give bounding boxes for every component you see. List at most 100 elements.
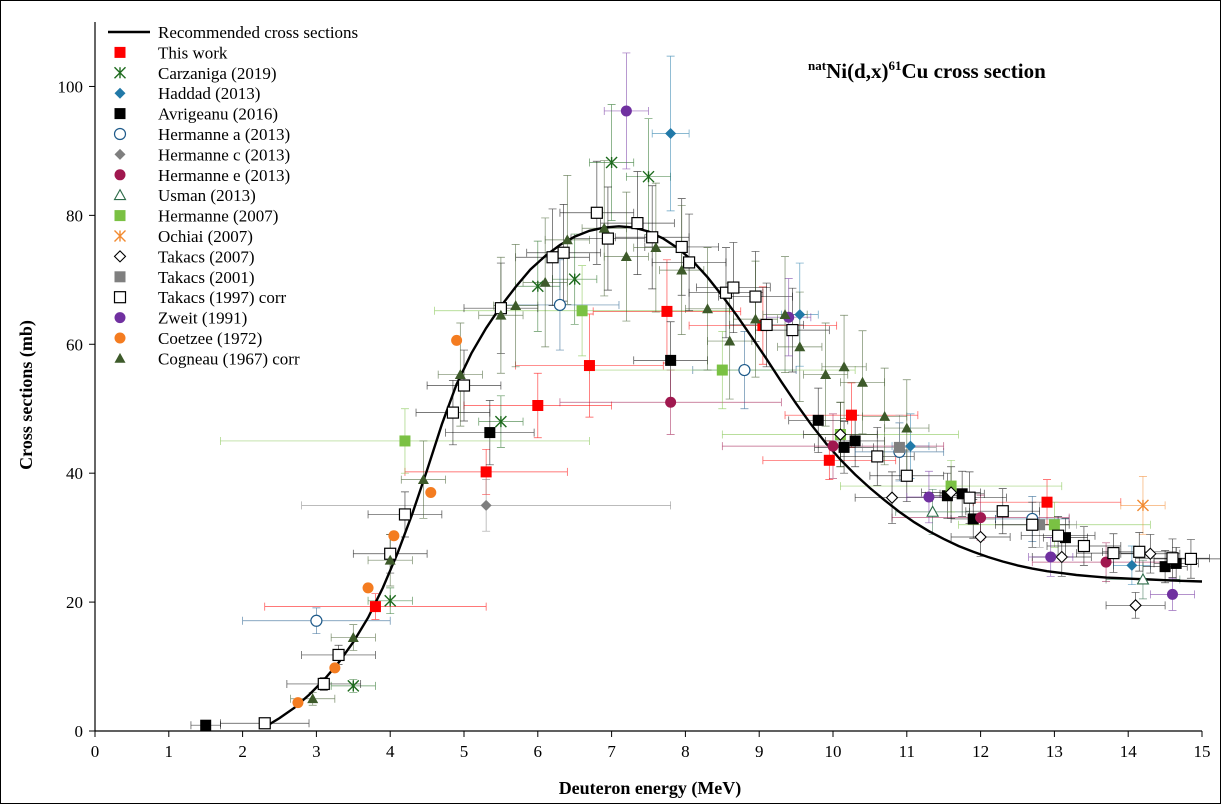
y-tick-label: 60 [66,335,83,354]
point-hermanne-2007 [576,305,588,317]
point-avrigeanu-2016 [849,435,861,447]
point-takacs-1997-corr [590,206,603,219]
title-superscript-2: 61 [888,58,901,73]
point-takacs-1997-corr [727,281,740,294]
legend-label-hermanne-e-2013: Hermanne e (2013) [158,166,290,185]
legend-label-recommended: Recommended cross sections [158,23,358,42]
point-takacs-1997-corr [760,318,773,332]
recommended-curve-layer [264,225,1203,729]
x-tick-label: 6 [534,742,543,761]
legend-label-carzaniga-2019: Carzaniga (2019) [158,64,276,83]
point-takacs-1997-corr [996,505,1009,518]
point-coetzee-1972 [388,530,400,542]
point-hermanne-2007 [1048,519,1060,531]
legend-swatch-haddad-2013 [114,87,126,99]
point-takacs-2007 [1129,599,1142,612]
point-cogneau-1967-corr [454,369,466,379]
legend-label-haddad-2013: Haddad (2013) [158,84,260,103]
point-takacs-1997-corr [1133,545,1146,558]
point-avrigeanu-2016 [838,441,850,453]
point-this-work [1041,496,1053,508]
point-hermanne-e-2013 [665,396,677,408]
legend-label-ochiai-2007: Ochiai (2007) [158,227,253,246]
point-takacs-1997-corr [786,323,799,337]
legend-swatch-usman-2013 [113,188,127,201]
legend-swatch-takacs-1997-corr [113,291,127,304]
legend-swatch-hermanne-a-2013 [113,127,127,141]
point-zweit-1991 [923,491,935,503]
point-hermanne-2007 [716,364,728,376]
point-cogneau-1967-corr [417,474,429,485]
title-superscript-1: nat [808,58,827,73]
point-cogneau-1967-corr [794,341,806,352]
point-haddad-2013 [794,309,806,321]
point-avrigeanu-2016 [665,354,677,366]
point-takacs-2001 [1034,519,1046,531]
point-avrigeanu-2016 [1059,532,1071,544]
point-carzaniga-2019 [384,594,397,607]
x-tick-label: 8 [681,742,690,761]
x-axis-label: Deuteron energy (MeV) [559,778,742,799]
point-this-work [823,454,835,466]
point-haddad-2013 [1126,559,1138,571]
point-avrigeanu-2016 [967,513,979,525]
y-tick-label: 20 [66,593,83,612]
point-coetzee-1972 [425,487,437,499]
legend-label-hermanne-a-2013: Hermanne a (2013) [158,125,290,144]
legend-swatch-avrigeanu-2016 [114,108,126,120]
x-tick-label: 11 [899,742,915,761]
point-takacs-1997-corr [258,717,271,730]
legend-swatch-takacs-2001 [114,271,126,283]
x-tick-label: 9 [755,742,764,761]
point-takacs-2007 [1144,547,1157,561]
point-takacs-1997-corr [675,240,688,254]
point-takacs-1997-corr [1166,552,1179,565]
point-avrigeanu-2016 [200,719,212,731]
point-takacs-1997-corr [682,256,696,269]
point-ochiai-2007 [1136,499,1149,512]
legend-label-avrigeanu-2016: Avrigeanu (2016) [158,105,278,124]
point-cogneau-1967-corr [820,369,832,379]
point-avrigeanu-2016 [812,414,824,426]
point-zweit-1991 [1166,588,1178,600]
point-takacs-2007 [974,530,987,544]
x-tick-label: 3 [312,742,321,761]
legend-label-this-work: This work [158,43,228,62]
point-cogneau-1967-corr [779,309,791,320]
point-cogneau-1967-corr [598,222,610,233]
legend-label-usman-2013: Usman (2013) [158,186,256,205]
legend-label-takacs-1997-corr: Takacs (1997) corr [158,288,286,307]
point-takacs-1997-corr [1026,518,1039,531]
y-tick-label: 40 [66,464,83,483]
data-markers [200,105,1198,731]
point-haddad-2013 [904,440,916,452]
y-tick-label: 80 [66,206,83,225]
legend-swatch-this-work [114,46,126,58]
point-takacs-1997-corr [749,290,762,303]
point-takacs-1997-corr [557,246,570,259]
y-tick-label: 0 [75,722,84,741]
legend-swatch-zweit-1991 [114,312,126,324]
point-zweit-1991 [620,105,632,117]
point-takacs-1997-corr [1051,529,1065,542]
point-cogneau-1967-corr [750,313,762,324]
point-takacs-2007 [1055,550,1069,564]
point-takacs-1997-corr [317,677,330,691]
title-main-1: Ni(d,x) [826,59,888,83]
point-coetzee-1972 [329,662,341,674]
legend-label-cogneau-1967-corr: Cogneau (1967) corr [158,349,300,368]
y-axis-label: Cross sections (mb) [16,320,37,470]
point-cogneau-1967-corr [857,376,869,387]
point-cogneau-1967-corr [676,264,688,275]
x-tick-label: 7 [607,742,616,761]
point-avrigeanu-2016 [956,488,968,500]
point-hermanne-e-2013 [975,512,987,524]
point-takacs-1997-corr [1184,552,1198,566]
legend-swatch-hermanne-2007 [114,210,126,222]
point-takacs-2001 [893,441,905,453]
y-tick-label: 100 [58,77,84,96]
legend-label-coetzee-1972: Coetzee (1972) [158,329,262,348]
point-hermanne-a-2013 [738,363,751,377]
